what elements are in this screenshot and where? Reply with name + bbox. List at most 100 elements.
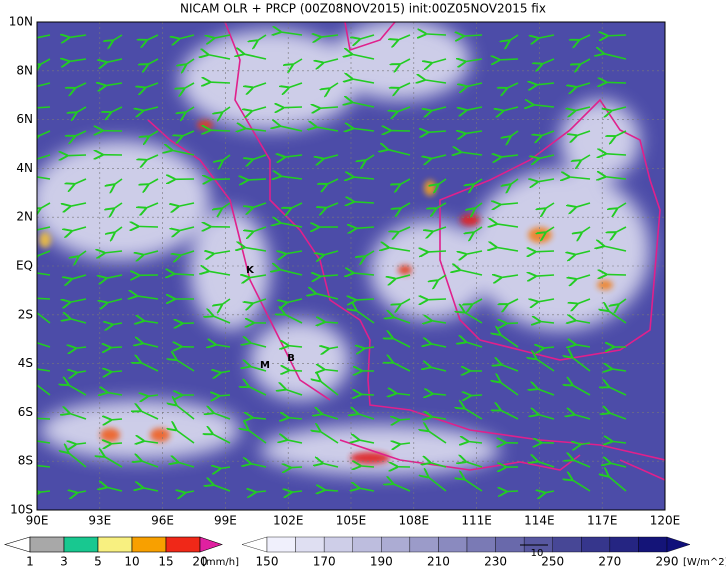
wind-arrow: [431, 58, 447, 63]
wind-arrow: [247, 429, 267, 444]
olr-swatch: [352, 536, 382, 553]
wind-arrow: [315, 293, 339, 300]
wind-arrow: [322, 463, 339, 468]
wind-arrow: [280, 32, 303, 35]
olr-swatch: [409, 536, 439, 553]
wind-arrow: [251, 418, 267, 419]
wind-arrow: [71, 226, 87, 231]
wind-arrow: [537, 388, 555, 396]
wind-arrow: [575, 344, 591, 347]
wind-arrow: [178, 202, 195, 207]
wind-arrow: [352, 128, 375, 131]
wind-arrow: [496, 247, 519, 252]
wind-arrow: [284, 155, 303, 157]
wind-arrow: [105, 83, 123, 86]
wind-arrow: [608, 387, 627, 396]
wind-arrow: [279, 223, 303, 228]
wind-arrow: [509, 34, 519, 41]
wind-arrow: [208, 271, 231, 276]
wind-arrow: [37, 418, 51, 419]
wind-arrow: [363, 347, 375, 349]
wind-arrow: [500, 155, 519, 157]
wind-arrow: [76, 106, 87, 113]
wind-arrow: [252, 154, 267, 160]
wind-arrow: [355, 310, 375, 324]
wind-arrow: [178, 34, 195, 39]
wind-arrow: [105, 274, 123, 278]
precip-legend-label: 15: [158, 555, 173, 569]
wind-arrow: [37, 341, 51, 348]
wind-arrow: [37, 311, 51, 324]
wind-arrow: [545, 202, 555, 209]
wind-arrow: [578, 34, 591, 41]
olr-swatch: [638, 536, 668, 553]
lat-label: 4S: [18, 356, 33, 370]
wind-arrow: [207, 55, 231, 60]
wind-arrow: [580, 154, 591, 161]
wind-arrow: [358, 440, 375, 443]
lon-label: 120E: [650, 514, 681, 528]
precip-colorbar: [3, 536, 223, 553]
wind-arrow: [392, 362, 411, 372]
wind-arrow: [319, 275, 339, 276]
wind-arrow: [76, 371, 87, 373]
wind-arrow: [221, 298, 231, 305]
wind-arrow: [615, 226, 627, 233]
wind-arrow: [618, 298, 627, 305]
wind-arrow: [249, 275, 267, 278]
wind-arrow: [75, 443, 87, 444]
lon-label: 90E: [26, 514, 49, 528]
lon-label: 117E: [587, 514, 618, 528]
wind-arrow: [315, 127, 339, 132]
wind-arrow: [398, 419, 411, 420]
wind-arrow: [219, 467, 231, 469]
olr-legend-unit: [W/m^2]: [683, 557, 726, 568]
wind-arrow: [171, 150, 195, 156]
wind-arrow: [464, 131, 483, 134]
map-title: NICAM OLR + PRCP (00Z08NOV2015) init:00Z…: [180, 2, 546, 16]
wind-arrow: [142, 343, 159, 348]
wind-arrow: [365, 154, 375, 161]
wind-arrow: [68, 59, 87, 62]
wind-arrow: [351, 102, 375, 108]
wind-arrow: [249, 366, 267, 372]
wind-arrow: [399, 178, 411, 185]
wind-arrow: [360, 394, 375, 395]
wind-arrow: [568, 177, 591, 179]
wind-arrow: [430, 106, 447, 111]
wind-arrow: [574, 250, 591, 255]
olr-max-triangle: [666, 536, 691, 553]
wind-arrow: [430, 344, 447, 348]
lat-label: 10N: [9, 15, 33, 29]
wind-arrow: [252, 226, 267, 232]
wind-arrow: [537, 34, 555, 38]
precip-legend-label: 3: [60, 555, 68, 569]
wind-arrow: [465, 461, 483, 468]
wind-arrow: [427, 430, 447, 444]
wind-arrow: [37, 106, 51, 109]
wind-arrow: [500, 364, 519, 372]
wind-arrow: [39, 58, 51, 65]
wind-arrow: [185, 106, 195, 113]
wind-arrow: [37, 250, 51, 256]
wind-arrow: [537, 299, 555, 302]
wind-arrow: [572, 385, 591, 396]
wind-arrow: [140, 411, 159, 420]
wind-arrow: [465, 342, 483, 348]
wind-arrow: [467, 441, 483, 443]
wind-arrow: [607, 310, 627, 324]
wind-arrow: [143, 441, 159, 443]
wind-arrow: [329, 82, 339, 89]
wind-arrow: [536, 83, 555, 85]
wind-arrow: [179, 250, 195, 256]
wind-arrow: [69, 413, 87, 420]
wind-arrow: [323, 369, 339, 371]
wind-arrow: [319, 431, 339, 444]
wind-arrow: [427, 251, 447, 252]
wind-arrow: [114, 178, 123, 185]
olr-swatch: [466, 536, 496, 553]
wind-arrow: [212, 434, 231, 444]
wind-arrow: [437, 274, 447, 281]
wind-arrow: [284, 314, 303, 324]
